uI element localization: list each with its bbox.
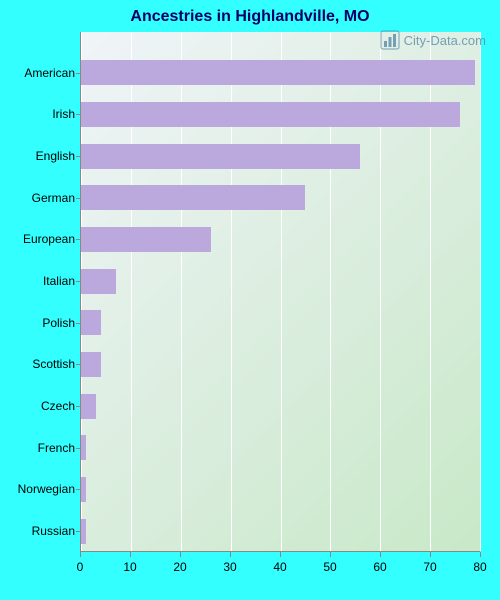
bar xyxy=(81,269,116,294)
bar xyxy=(81,102,460,127)
x-tick-mark xyxy=(130,552,131,557)
plot-area: AmericanIrishEnglishGermanEuropeanItalia… xyxy=(80,32,480,552)
y-tick-label: Irish xyxy=(52,107,75,121)
bar-row: Italian xyxy=(81,260,480,302)
bar-row: Czech xyxy=(81,385,480,427)
x-tick-mark xyxy=(180,552,181,557)
x-tick-label: 70 xyxy=(423,560,436,574)
bar xyxy=(81,310,101,335)
bar xyxy=(81,352,101,377)
x-axis-ticks: 01020304050607080 xyxy=(80,552,480,582)
bar-row: Scottish xyxy=(81,344,480,386)
x-tick-label: 80 xyxy=(473,560,486,574)
chart-title: Ancestries in Highlandville, MO xyxy=(0,8,500,26)
bar-row: American xyxy=(81,52,480,94)
bar-row: Irish xyxy=(81,94,480,136)
y-tick-label: Norwegian xyxy=(18,482,75,496)
bar-row: French xyxy=(81,427,480,469)
bar-row: German xyxy=(81,177,480,219)
y-tick-label: Polish xyxy=(42,316,75,330)
bar xyxy=(81,185,305,210)
x-tick-mark xyxy=(430,552,431,557)
x-tick-mark xyxy=(380,552,381,557)
x-tick-mark xyxy=(80,552,81,557)
x-tick-mark xyxy=(480,552,481,557)
y-tick-label: German xyxy=(32,191,75,205)
watermark: City-Data.com xyxy=(380,30,486,50)
bar-row: Russian xyxy=(81,510,480,552)
y-tick-label: Russian xyxy=(32,524,75,538)
x-tick-mark xyxy=(280,552,281,557)
bar xyxy=(81,519,86,544)
x-tick-label: 0 xyxy=(77,560,84,574)
x-tick-mark xyxy=(330,552,331,557)
x-tick-label: 20 xyxy=(173,560,186,574)
bar xyxy=(81,60,475,85)
x-tick-label: 60 xyxy=(373,560,386,574)
bar-row: Norwegian xyxy=(81,469,480,511)
bar xyxy=(81,477,86,502)
x-tick-label: 40 xyxy=(273,560,286,574)
bar xyxy=(81,144,360,169)
y-tick-label: Czech xyxy=(41,399,75,413)
x-tick-label: 50 xyxy=(323,560,336,574)
y-tick-label: English xyxy=(36,149,75,163)
bar xyxy=(81,227,211,252)
y-tick-label: Italian xyxy=(43,274,75,288)
chart-container: Ancestries in Highlandville, MO American… xyxy=(0,0,500,600)
y-tick-label: American xyxy=(24,66,75,80)
bar-row: Polish xyxy=(81,302,480,344)
watermark-text: City-Data.com xyxy=(404,33,486,48)
y-tick-label: European xyxy=(23,232,75,246)
x-tick-label: 30 xyxy=(223,560,236,574)
x-tick-label: 10 xyxy=(123,560,136,574)
y-tick-label: French xyxy=(38,441,75,455)
bar-row: European xyxy=(81,219,480,261)
bar xyxy=(81,435,86,460)
bar-row: English xyxy=(81,135,480,177)
bar-chart-icon xyxy=(380,30,400,50)
gridline xyxy=(480,32,481,551)
bar xyxy=(81,394,96,419)
x-tick-mark xyxy=(230,552,231,557)
y-tick-label: Scottish xyxy=(32,357,75,371)
